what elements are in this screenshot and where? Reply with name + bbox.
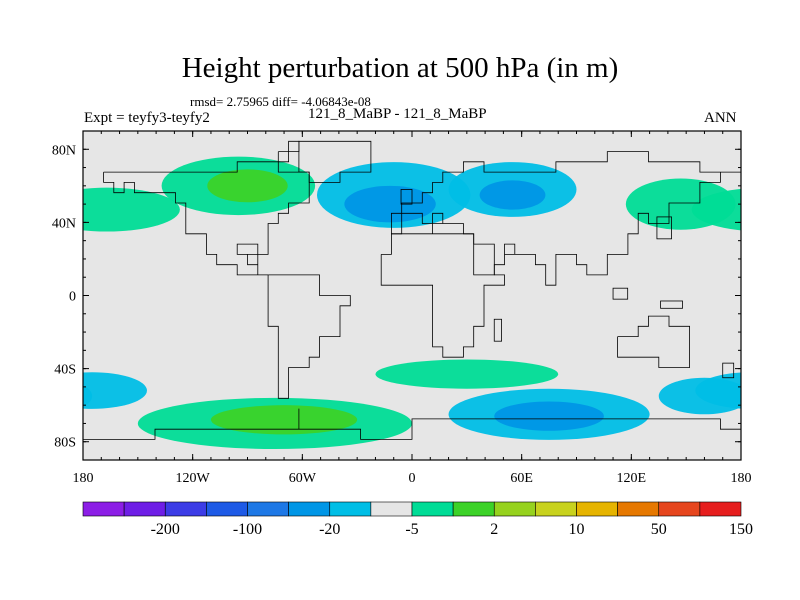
- colorbar-label: -100: [233, 521, 262, 538]
- xtick-label: 0: [409, 471, 416, 486]
- map-axes: 80N 40N 0 40S 80S 180 120W 60W 0 60E 120E 180: [52, 131, 752, 486]
- colorbar-label: -20: [319, 521, 340, 538]
- xtick-label: 60E: [510, 471, 533, 486]
- coastline-greenland: [277, 140, 372, 183]
- experiment-label: Expt = teyfy3-teyfy2: [84, 110, 210, 126]
- rmsd-stats: rmsd= 2.75965 diff= -4.06843e-08: [190, 94, 371, 109]
- colorbar-swatch: [411, 501, 454, 517]
- ytick-label: 0: [69, 290, 76, 305]
- xtick-label: 60W: [289, 471, 317, 486]
- coastline-north-america: [103, 140, 310, 276]
- coastline-south-america: [267, 274, 351, 399]
- colorbar-swatch: [82, 501, 125, 517]
- colorbar-swatch: [123, 501, 166, 517]
- ytick-label: 40N: [52, 216, 76, 231]
- ytick-label: 80S: [54, 436, 76, 451]
- coastline-africa: [380, 223, 505, 358]
- coastline-japan: [656, 216, 672, 240]
- ytick-label: 40S: [54, 363, 76, 378]
- colorbar-label: -5: [405, 521, 418, 538]
- coastline-new-zealand: [722, 362, 735, 379]
- anomaly-s-ocean-east-negative: [658, 377, 741, 415]
- xtick-label: 180: [731, 471, 752, 486]
- anomaly-n-siberia-positive: [625, 178, 736, 230]
- anomaly-s-ocean-east-negative-wrap: [83, 385, 93, 407]
- anomaly-n-pacific-core: [207, 169, 288, 203]
- colorbar-swatch: [329, 501, 372, 517]
- xtick-label: 180: [73, 471, 94, 486]
- coastline-borneo: [612, 287, 629, 300]
- anomaly-n-atlantic-positive: [83, 187, 180, 232]
- coastline-uk: [400, 189, 413, 205]
- ytick-label: 80N: [52, 143, 76, 158]
- anomaly-s-atlantic-positive: [375, 359, 559, 389]
- colorbar-swatch: [247, 501, 289, 517]
- colorbar-swatch: [452, 501, 495, 517]
- colorbar-swatch: [699, 501, 742, 517]
- season-label: ANN: [704, 110, 737, 126]
- colorbar-swatch: [493, 501, 536, 517]
- coastline-madagascar: [493, 318, 502, 342]
- anomaly-s-pacific-negative: [83, 372, 147, 409]
- coastline-australia: [617, 315, 690, 368]
- coastline-new-guinea: [660, 300, 683, 309]
- colorbar-swatch: [576, 501, 618, 517]
- colorbar-label: 10: [569, 521, 585, 538]
- colorbar-swatch: [535, 501, 577, 517]
- anomaly-eurasia-core: [479, 180, 546, 210]
- xtick-label: 120W: [176, 471, 211, 486]
- colorbar-swatch: [617, 501, 660, 517]
- colorbar: -200 -100 -20 -5 2 10 50 150: [82, 501, 753, 538]
- coastline-antarctica: [83, 408, 741, 440]
- anomaly-s-pacific-core: [210, 405, 358, 435]
- plot-title: Height perturbation at 500 hPa (in m): [181, 52, 619, 84]
- colorbar-swatch: [658, 501, 701, 517]
- colorbar-swatch: [370, 501, 413, 517]
- case-id-label: 121_8_MaBP - 121_8_MaBP: [308, 106, 487, 122]
- colorbar-label: 50: [651, 521, 667, 538]
- colorbar-swatch: [206, 501, 248, 517]
- colorbar-swatch: [288, 501, 331, 517]
- colorbar-label: 150: [729, 521, 753, 538]
- colorbar-label: -200: [151, 521, 180, 538]
- anomaly-s-indian-core: [494, 401, 604, 431]
- xtick-label: 120E: [617, 471, 647, 486]
- colorbar-swatch: [164, 501, 207, 517]
- map-plot-area: [83, 131, 741, 460]
- colorbar-label: 2: [490, 521, 498, 538]
